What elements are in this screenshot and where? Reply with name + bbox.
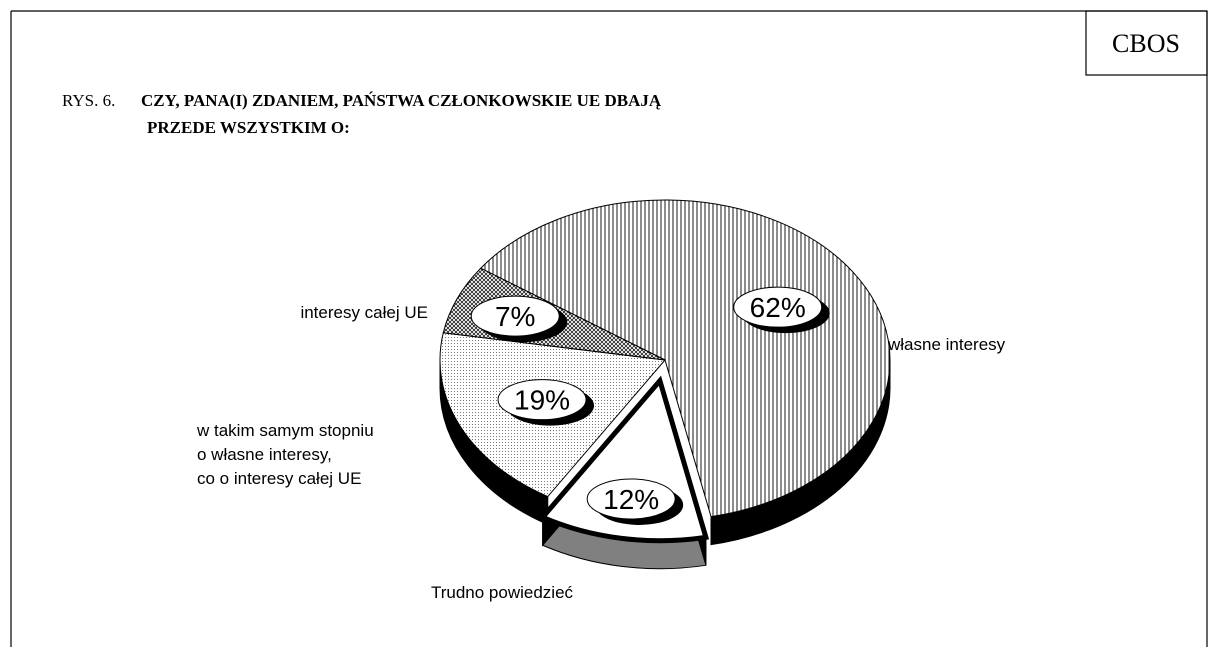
value-label: 19% — [514, 385, 570, 416]
label-bubble — [733, 286, 823, 328]
label-bubble — [470, 295, 560, 337]
frame — [10, 10, 1208, 647]
category-label: Trudno powiedzieć — [431, 583, 574, 602]
value-label: 7% — [495, 301, 535, 332]
chart-title: PRZEDE WSZYSTKIM O: — [147, 118, 350, 137]
category-label: własne interesy — [887, 335, 1006, 354]
category-label: w takim samym stopniu o własne interesy, c… — [196, 421, 374, 488]
chart-title: CZY, PANA(I) ZDANIEM, PAŃSTWA CZŁONKOWSK… — [141, 91, 662, 110]
category-label: interesy całej UE — [300, 303, 428, 322]
pie: 62% 12% 19% 7% własne interesy Trudno powiedz… — [196, 199, 1006, 602]
source: CBOS — [1112, 29, 1180, 58]
value-label: 62% — [750, 292, 806, 323]
slice — [479, 199, 891, 518]
label-bubble — [497, 379, 587, 421]
figure-label: RYS. 6. — [62, 91, 115, 110]
label-bubble — [586, 478, 676, 520]
value-label: 12% — [603, 484, 659, 515]
